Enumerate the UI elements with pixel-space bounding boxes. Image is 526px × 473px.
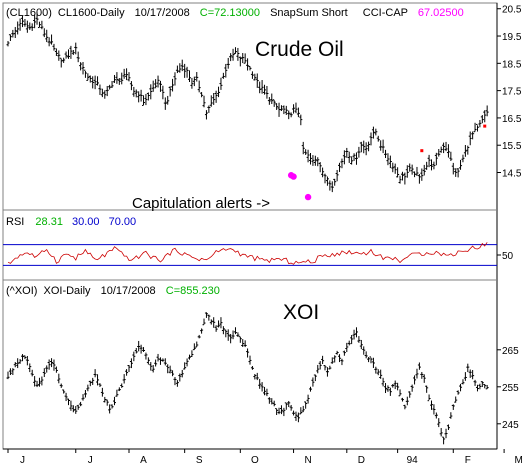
price-tick-label: 245 <box>502 420 519 431</box>
red-signal-marker <box>420 149 424 153</box>
panel3-date: 10/17/2008 <box>101 285 156 297</box>
rsi-value: 28.31 <box>35 216 63 228</box>
time-axis-label: M <box>514 455 522 466</box>
panel3-title: XOI <box>283 301 319 324</box>
price-tick-label: 255 <box>502 383 519 394</box>
time-axis-label: S <box>196 455 203 466</box>
time-axis-label: J <box>88 455 93 466</box>
time-axis-label: D <box>358 455 365 466</box>
panel1-date: 10/17/2008 <box>135 7 190 19</box>
panel3-price-ticks: 265 255 245 <box>497 346 519 431</box>
time-axis-label: 94 <box>407 455 419 466</box>
capitulation-alert-marker <box>304 193 312 201</box>
time-axis-label: A <box>140 455 147 466</box>
capitulation-annotation: Capitulation alerts -> <box>132 195 270 212</box>
price-tick-label: 265 <box>502 346 519 357</box>
rsi-level-30: 30.00 <box>72 216 100 228</box>
panel3-name: XOI-Daily <box>44 285 92 297</box>
price-tick-label: 14.5 <box>502 169 522 180</box>
panel3-symbol: (^XOI) <box>6 285 37 297</box>
panel1-alert-markers <box>287 124 487 201</box>
time-axis-label: F <box>465 455 471 466</box>
price-tick-label: 18.5 <box>502 59 522 70</box>
rsi-level-70: 70.00 <box>109 216 137 228</box>
price-tick-label: 17.5 <box>502 87 522 98</box>
panel3-price-bars <box>6 312 489 445</box>
price-tick-label: 16.5 <box>502 114 522 125</box>
panel1-name: CL1600-Daily <box>58 7 125 19</box>
time-axis-label: J <box>20 455 25 466</box>
panel1-header: (CL1600) CL1600-Daily 10/17/2008 C=72.13… <box>6 7 464 19</box>
panel3-close: C=855.230 <box>166 285 220 297</box>
panel1-price-bars <box>6 12 489 193</box>
panel3-header: (^XOI) XOI-Daily 10/17/2008 C=855.230 <box>6 285 220 297</box>
panel1-close: C=72.13000 <box>200 7 260 19</box>
panel1-indicator: SnapSum Short <box>270 7 348 19</box>
rsi-header: RSI 28.31 30.00 70.00 <box>6 216 136 228</box>
panel1-cci-value: 67.02500 <box>418 7 464 19</box>
time-axis-label: N <box>304 455 311 466</box>
rsi-line <box>7 242 488 265</box>
red-signal-marker <box>483 124 487 128</box>
price-tick-label: 19.5 <box>502 32 522 43</box>
time-axis-labels: JJASOND94FMA <box>7 449 523 466</box>
panel1-title: Crude Oil <box>255 38 344 61</box>
rsi-label: RSI <box>6 216 24 228</box>
time-axis-label: O <box>251 455 259 466</box>
panel1-price-ticks: 20.5 19.5 18.5 17.5 16.5 15.5 14.5 <box>497 5 522 180</box>
capitulation-alert-marker <box>290 173 297 180</box>
panel1-symbol: (CL1600) <box>6 7 52 19</box>
panel1-cci-label: CCI-CAP <box>363 7 408 19</box>
price-tick-label: 20.5 <box>502 5 522 16</box>
rsi-tick-50: 50 <box>502 251 514 262</box>
price-tick-label: 15.5 <box>502 141 522 152</box>
